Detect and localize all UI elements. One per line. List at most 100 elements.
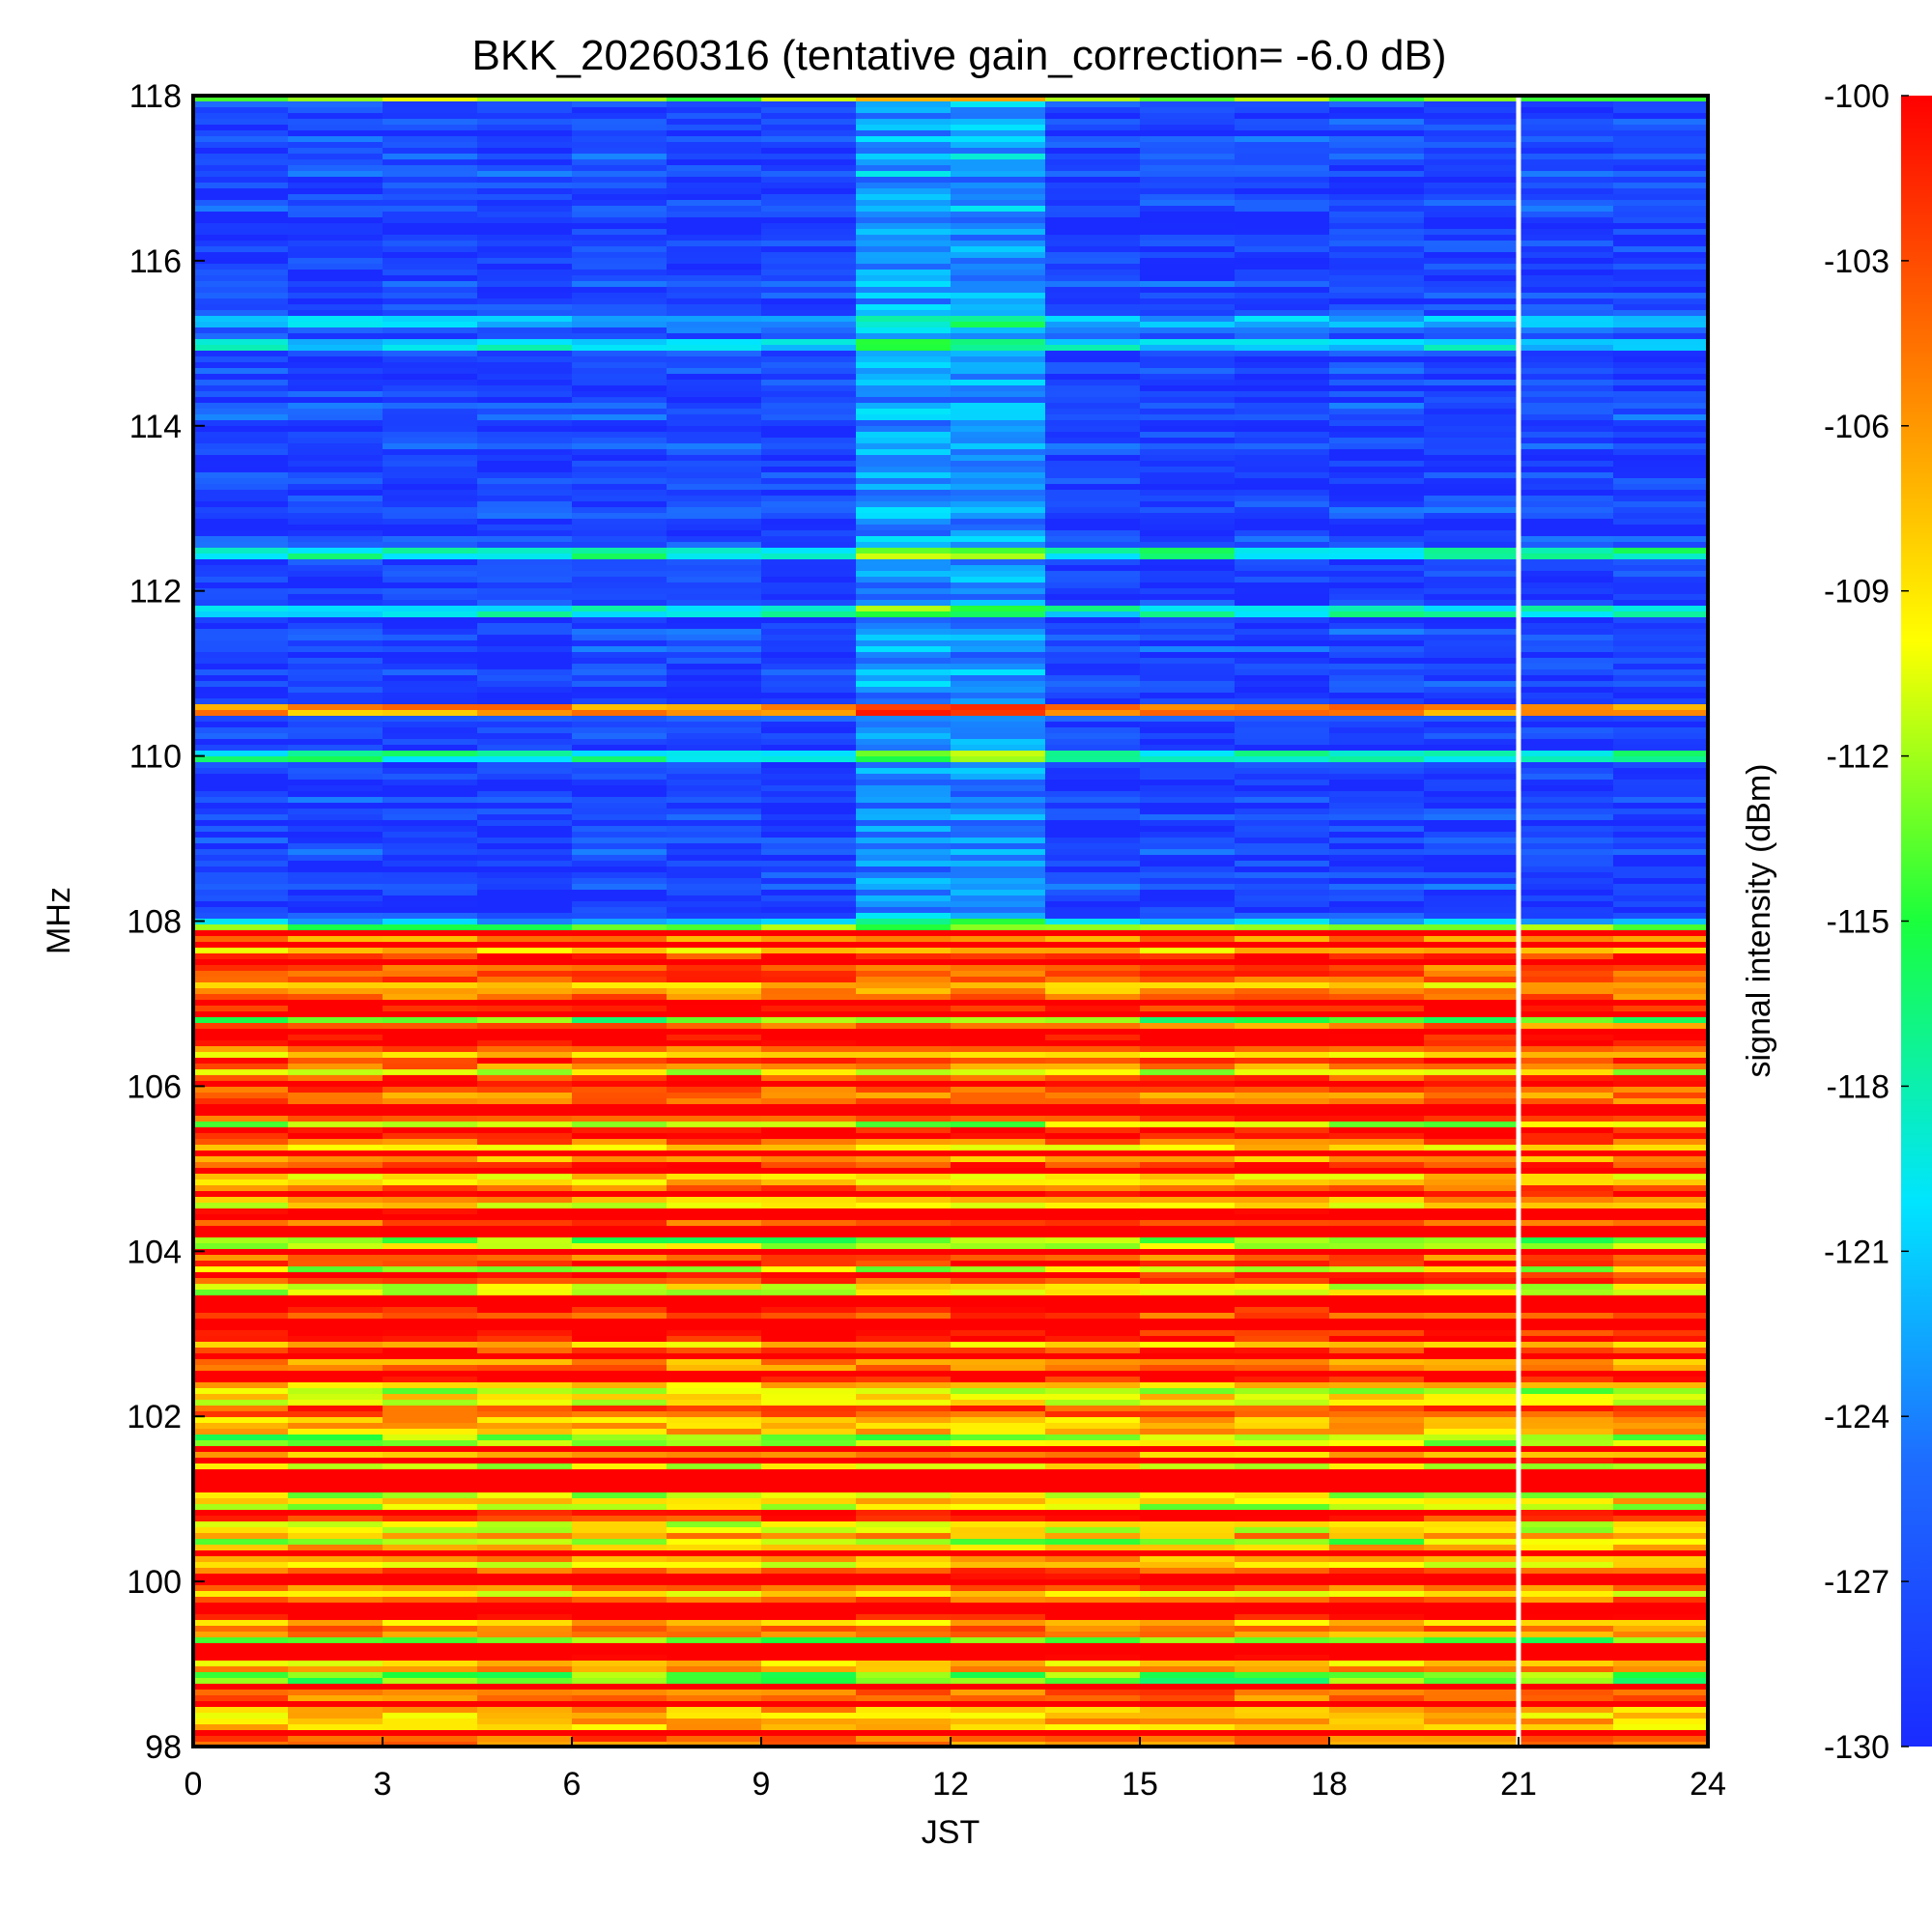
heatmap-cell [1329, 559, 1425, 566]
heatmap-cell [193, 1550, 289, 1557]
heatmap-cell [1045, 588, 1141, 595]
heatmap-row [193, 820, 1709, 827]
heatmap-cell [1613, 1295, 1709, 1302]
heatmap-cell [1329, 878, 1425, 885]
heatmap-cell [1329, 704, 1425, 711]
heatmap-cell [193, 461, 289, 468]
heatmap-cell [761, 1307, 857, 1314]
heatmap-cell [1140, 733, 1236, 740]
heatmap-cell [1045, 826, 1141, 833]
heatmap-cell [193, 1707, 289, 1714]
heatmap-cell [477, 171, 573, 178]
heatmap-cell [761, 339, 857, 346]
heatmap-cell [383, 1249, 478, 1256]
heatmap-cell [1045, 1608, 1141, 1615]
heatmap-cell [1424, 252, 1520, 259]
heatmap-cell [477, 1220, 573, 1227]
heatmap-cell [761, 1684, 857, 1690]
heatmap-cell [572, 432, 668, 439]
heatmap-cell [477, 345, 573, 352]
heatmap-cell [1519, 658, 1614, 665]
heatmap-cell [1613, 1690, 1709, 1696]
heatmap-cell [1519, 919, 1614, 925]
heatmap-cell [1329, 287, 1425, 294]
heatmap-cell [1424, 1504, 1520, 1511]
heatmap-cell [667, 1174, 762, 1180]
heatmap-cell [761, 385, 857, 392]
heatmap-cell [572, 223, 668, 230]
heatmap-cell [288, 1521, 384, 1528]
heatmap-cell [1329, 1185, 1425, 1192]
heatmap-cell [1424, 1168, 1520, 1175]
heatmap-cell [667, 1533, 762, 1540]
heatmap-cell [1045, 675, 1141, 682]
heatmap-cell [288, 293, 384, 299]
heatmap-cell [193, 1052, 289, 1059]
heatmap-cell [951, 362, 1046, 369]
heatmap-cell [572, 843, 668, 850]
heatmap-cell [383, 611, 478, 618]
heatmap-cell [477, 304, 573, 311]
heatmap-cell [572, 1539, 668, 1546]
heatmap-cell [1613, 994, 1709, 1001]
heatmap-cell [572, 733, 668, 740]
heatmap-cell [477, 1406, 573, 1412]
heatmap-cell [572, 890, 668, 896]
heatmap-cell [667, 455, 762, 462]
heatmap-cell [1235, 565, 1330, 572]
heatmap-cell [1424, 113, 1520, 120]
heatmap-cell [667, 826, 762, 833]
heatmap-cell [193, 298, 289, 305]
heatmap-cell [667, 1110, 762, 1117]
heatmap-cell [288, 1661, 384, 1667]
heatmap-cell [477, 246, 573, 253]
heatmap-cell [667, 548, 762, 554]
heatmap-row [193, 1093, 1709, 1099]
heatmap-cell [951, 351, 1046, 357]
heatmap-cell [856, 142, 952, 149]
heatmap-cell [1424, 1272, 1520, 1279]
heatmap-cell [1519, 1556, 1614, 1563]
heatmap-cell [856, 1069, 952, 1076]
heatmap-cell [951, 1574, 1046, 1580]
heatmap-cell [1519, 1388, 1614, 1395]
heatmap-cell [951, 1492, 1046, 1499]
heatmap-cell [951, 217, 1046, 224]
heatmap-cell [1519, 148, 1614, 155]
heatmap-cell [383, 936, 478, 943]
heatmap-cell [1140, 490, 1236, 497]
heatmap-cell [572, 774, 668, 781]
heatmap-cell [193, 1620, 289, 1627]
heatmap-cell [1424, 640, 1520, 647]
heatmap-row [193, 1145, 1709, 1151]
heatmap-cell [1045, 154, 1141, 160]
heatmap-cell [1045, 623, 1141, 630]
heatmap-cell [572, 241, 668, 247]
heatmap-row [193, 1626, 1709, 1633]
heatmap-cell [856, 188, 952, 195]
heatmap-cell [1045, 548, 1141, 554]
heatmap-cell [193, 867, 289, 873]
heatmap-cell [193, 327, 289, 334]
heatmap-cell [667, 333, 762, 340]
heatmap-cell [1329, 681, 1425, 688]
heatmap-cell [761, 1232, 857, 1238]
heatmap-cell [1519, 1539, 1614, 1546]
heatmap-row [193, 1463, 1709, 1470]
heatmap-cell [761, 403, 857, 410]
heatmap-cell [856, 1481, 952, 1488]
heatmap-cell [1519, 832, 1614, 838]
heatmap-cell [1235, 1064, 1330, 1070]
heatmap-cell [1140, 611, 1236, 618]
heatmap-cell [1235, 107, 1330, 114]
heatmap-cell [1329, 1406, 1425, 1412]
heatmap-cell [1235, 681, 1330, 688]
heatmap-cell [1329, 1255, 1425, 1262]
heatmap-cell [193, 554, 289, 560]
heatmap-cell [761, 1719, 857, 1725]
heatmap-cell [1329, 206, 1425, 213]
heatmap-cell [1140, 577, 1236, 583]
heatmap-cell [383, 490, 478, 497]
heatmap-cell [856, 1597, 952, 1604]
heatmap-cell [856, 942, 952, 949]
